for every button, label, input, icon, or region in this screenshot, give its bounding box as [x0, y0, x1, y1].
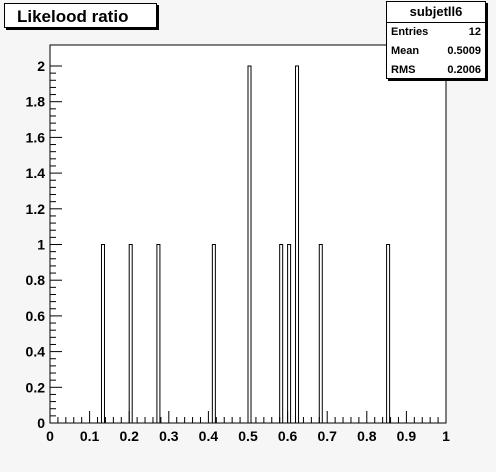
- histogram-bar: [279, 244, 284, 424]
- y-axis: 0 0.2 0.4 0.6 0.8 1 1.2 1.4 1.6 1.8 2: [26, 58, 62, 431]
- y-tick-label: 1.8: [26, 94, 46, 110]
- histogram-bars: [100, 65, 391, 424]
- x-axis: 0 0.1 0.2 0.3 0.4 0.5 0.6 0.7 0.8 0.9 1: [46, 411, 450, 444]
- stats-value: 0.2006: [447, 64, 481, 76]
- y-tick-label: 1.2: [26, 201, 46, 217]
- stats-value: 12: [468, 26, 481, 38]
- histogram-bar: [318, 244, 323, 424]
- y-tick-label: 0.4: [26, 344, 46, 360]
- stats-row-rms: RMS 0.2006: [387, 61, 485, 80]
- y-tick-label: 0.6: [26, 308, 46, 324]
- y-tick-label: 1: [37, 237, 45, 253]
- x-tick-label: 0.2: [119, 428, 139, 444]
- x-tick-label: 0.9: [397, 428, 417, 444]
- histogram-bar: [128, 244, 133, 424]
- y-tick-label: 1.4: [26, 165, 46, 181]
- x-tick-label: 0.6: [278, 428, 298, 444]
- x-tick-label: 1: [442, 428, 450, 444]
- y-tick-label: 2: [37, 58, 45, 74]
- x-tick-label: 0.1: [80, 428, 100, 444]
- y-tick-label: 0: [37, 415, 45, 431]
- x-tick-label: 0.8: [357, 428, 377, 444]
- histogram-bar: [247, 65, 252, 424]
- stats-row-entries: Entries 12: [387, 23, 485, 42]
- histogram-bar: [156, 244, 161, 424]
- histogram-bar: [211, 244, 216, 424]
- x-tick-label: 0.7: [317, 428, 337, 444]
- y-tick-label: 0.2: [26, 379, 46, 395]
- stats-row-mean: Mean 0.5009: [387, 42, 485, 61]
- stats-key: Entries: [391, 26, 429, 38]
- x-tick-label: 0.5: [238, 428, 258, 444]
- histogram-title: Likelood ratio: [4, 3, 157, 28]
- histogram-bar: [287, 244, 292, 424]
- stats-box: subjetll6 Entries 12 Mean 0.5009 RMS 0.2…: [386, 1, 486, 79]
- y-tick-label: 0.8: [26, 272, 46, 288]
- x-tick-label: 0.3: [159, 428, 179, 444]
- stats-key: Mean: [391, 45, 420, 57]
- stats-value: 0.5009: [447, 45, 481, 57]
- y-tick-label: 1.6: [26, 129, 46, 145]
- x-tick-label: 0: [46, 428, 54, 444]
- stats-name: subjetll6: [387, 2, 485, 23]
- stats-key: RMS: [391, 64, 416, 76]
- histogram-bar: [100, 244, 105, 424]
- x-tick-label: 0.4: [199, 428, 219, 444]
- histogram-bar: [386, 244, 391, 424]
- histogram-bar: [295, 65, 300, 424]
